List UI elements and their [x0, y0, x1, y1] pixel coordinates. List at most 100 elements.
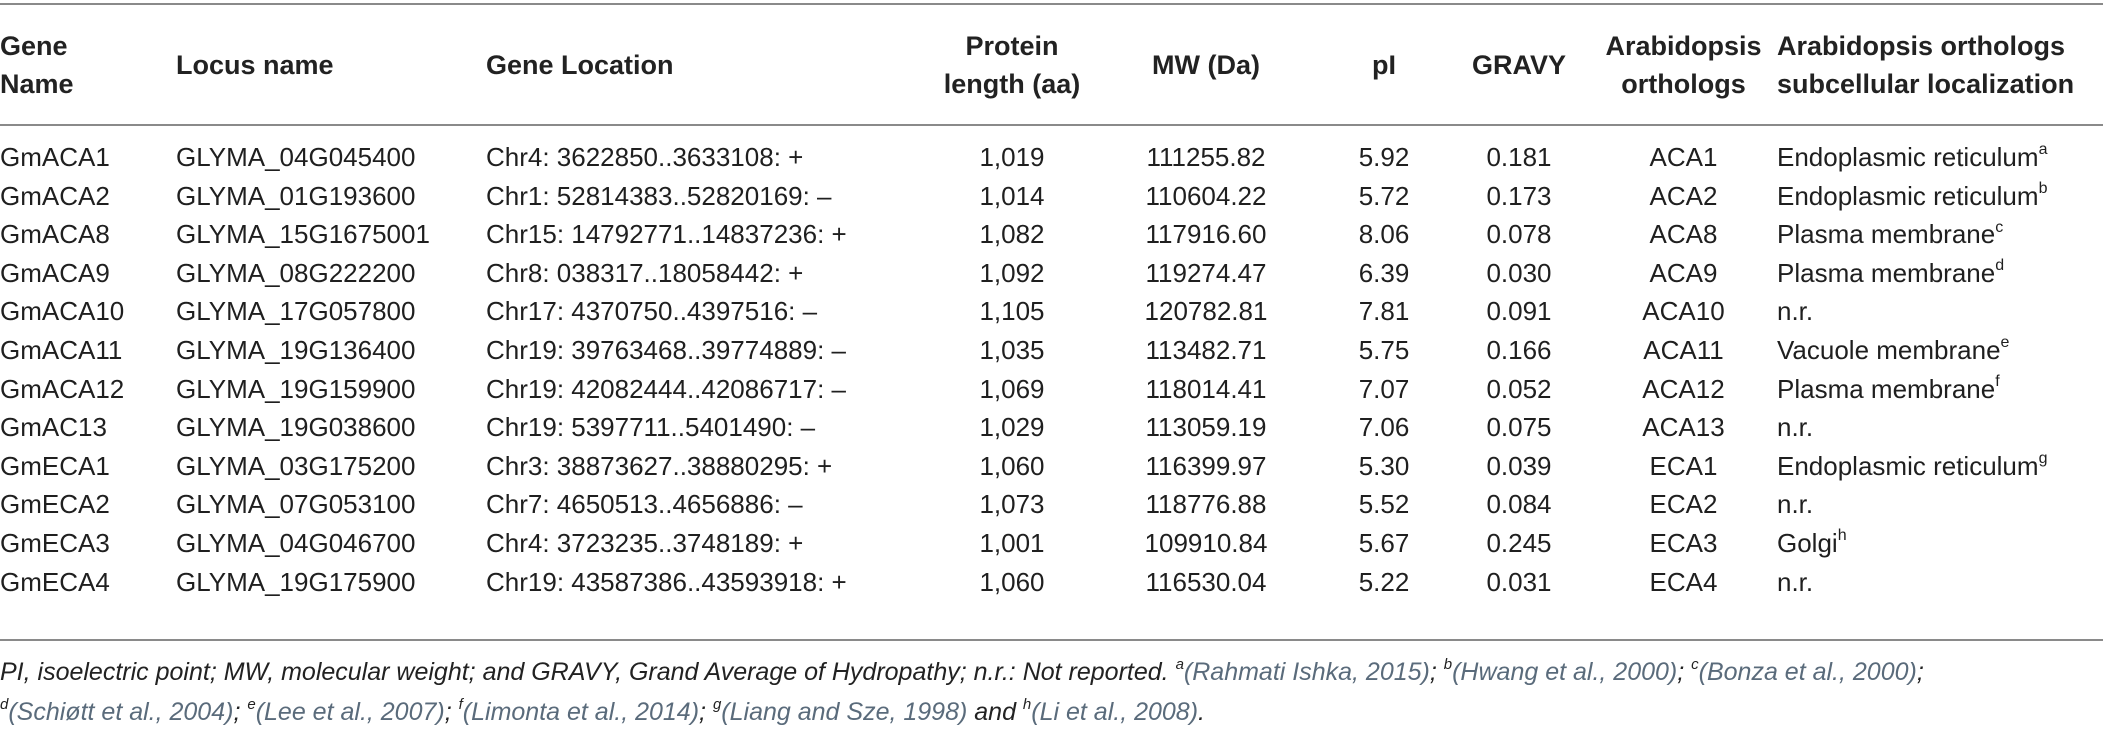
cell-pi: 5.92 — [1320, 124, 1448, 177]
cell-protein-length-text: 1,029 — [979, 412, 1045, 443]
header-gravy: GRAVY — [1448, 5, 1590, 124]
cell-gene-location-text: Chr4: 3622850..3633108: + — [486, 142, 804, 172]
header-line: MW (Da) — [1152, 49, 1260, 80]
cell-protein-length: 1,019 — [932, 124, 1092, 177]
cell-ortholog-text: ECA2 — [1649, 489, 1718, 520]
cell-protein-length-text: 1,014 — [979, 180, 1045, 211]
cell-mw: 109910.84 — [1092, 524, 1320, 563]
cell-gravy: 0.084 — [1448, 485, 1590, 524]
cell-protein-length: 1,060 — [932, 447, 1092, 486]
cell-gravy: 0.181 — [1448, 124, 1590, 177]
table-row: GmAC13 GLYMA_19G038600 Chr19: 5397711..540… — [0, 408, 2103, 447]
header-line: length (aa) — [943, 68, 1081, 99]
cell-locus-name: GLYMA_19G136400 — [176, 331, 486, 370]
cell-ortholog-text: ECA3 — [1649, 527, 1718, 558]
cell-pi: 5.67 — [1320, 524, 1448, 563]
table-row: GmECA3 GLYMA_04G046700 Chr4: 3723235..3748… — [0, 524, 2103, 563]
cell-gene-name: GmECA3 — [0, 524, 176, 563]
cell-gene-name: GmAC13 — [0, 408, 176, 447]
cell-pi: 7.81 — [1320, 292, 1448, 331]
header-line: pI — [1372, 49, 1396, 80]
cell-locus-name-text: GLYMA_04G046700 — [176, 527, 416, 558]
cell-mw: 120782.81 — [1092, 292, 1320, 331]
cell-localization: Vacuole membranee — [1777, 331, 2103, 370]
header-line: Locus name — [176, 49, 334, 80]
cell-gene-name: GmACA9 — [0, 254, 176, 293]
table-bottom-rule — [0, 639, 2103, 641]
cell-pi-text: 5.30 — [1358, 450, 1410, 481]
cell-gravy-text: 0.052 — [1486, 373, 1552, 404]
cell-localization: n.r. — [1777, 408, 2103, 447]
cell-localization-text: Endoplasmic reticulum — [1777, 180, 2039, 211]
cell-mw: 118014.41 — [1092, 370, 1320, 409]
cell-locus-name: GLYMA_19G175900 — [176, 563, 486, 602]
citation-link[interactable]: (Hwang et al., 2000) — [1452, 658, 1678, 686]
table-row: GmECA4 GLYMA_19G175900 Chr19: 43587386..43… — [0, 563, 2103, 602]
cell-protein-length-text: 1,019 — [979, 142, 1045, 172]
cell-mw-text: 119274.47 — [1145, 257, 1267, 288]
cell-localization-text: Plasma membrane — [1777, 257, 1996, 288]
citation-link[interactable]: (Liang and Sze, 1998) — [721, 698, 968, 726]
cell-gene-location-text: Chr17: 4370750..4397516: – — [486, 296, 818, 327]
cell-gene-location: Chr8: 038317..18058442: + — [486, 254, 932, 293]
citation-link[interactable]: (Schiøtt et al., 2004) — [8, 698, 234, 726]
footnote-separator: ; — [1916, 658, 1924, 686]
cell-gravy-text: 0.166 — [1486, 334, 1552, 365]
reference-superscript: d — [1995, 257, 2005, 275]
cell-gravy: 0.173 — [1448, 177, 1590, 216]
cell-gene-name: GmACA1 — [0, 124, 176, 177]
cell-ortholog: ECA3 — [1590, 524, 1777, 563]
cell-localization: Endoplasmic reticulumg — [1777, 447, 2103, 486]
cell-locus-name: GLYMA_04G045400 — [176, 124, 486, 177]
citation-link[interactable]: (Bonza et al., 2000) — [1698, 658, 1917, 686]
cell-gene-name: GmACA8 — [0, 215, 176, 254]
cell-ortholog: ECA4 — [1590, 563, 1777, 602]
cell-gene-name-text: GmECA3 — [0, 527, 110, 558]
citation-link[interactable]: (Li et al., 2008) — [1031, 698, 1199, 726]
cell-mw-text: 110604.22 — [1145, 180, 1267, 211]
cell-localization-text: Vacuole membrane — [1777, 334, 2001, 365]
cell-localization: Golgih — [1777, 524, 2103, 563]
cell-gene-location: Chr3: 38873627..38880295: + — [486, 447, 932, 486]
cell-mw: 116530.04 — [1092, 563, 1320, 602]
table-top-rule — [0, 3, 2103, 5]
header-line: subcellular localization — [1777, 68, 2075, 99]
table-row: GmECA1 GLYMA_03G175200 Chr3: 38873627..388… — [0, 447, 2103, 486]
cell-ortholog: ACA8 — [1590, 215, 1777, 254]
cell-gene-name: GmECA4 — [0, 563, 176, 602]
citation-link[interactable]: (Lee et al., 2007) — [255, 698, 445, 726]
cell-pi: 5.72 — [1320, 177, 1448, 216]
cell-mw-text: 118014.41 — [1145, 373, 1267, 404]
cell-gravy-text: 0.091 — [1486, 296, 1552, 327]
citation-link[interactable]: (Limonta et al., 2014) — [462, 698, 700, 726]
cell-gene-location: Chr1: 52814383..52820169: – — [486, 177, 932, 216]
cell-pi-text: 5.67 — [1358, 527, 1410, 558]
cell-mw-text: 109910.84 — [1144, 527, 1268, 558]
cell-gravy: 0.166 — [1448, 331, 1590, 370]
cell-locus-name: GLYMA_08G222200 — [176, 254, 486, 293]
header-gene-name: Gene Name — [0, 5, 176, 124]
cell-protein-length-text: 1,069 — [979, 373, 1045, 404]
table-footnote: PI, isoelectric point; MW, molecular wei… — [0, 652, 2103, 732]
header-orthologs: Arabidopsis orthologs — [1590, 5, 1777, 124]
cell-gene-name-text: GmACA1 — [0, 142, 110, 172]
header-line: orthologs — [1621, 68, 1746, 99]
header-gene-location: Gene Location — [486, 5, 932, 124]
cell-gravy: 0.075 — [1448, 408, 1590, 447]
header-protein-length: Protein length (aa) — [932, 5, 1092, 124]
cell-pi: 5.22 — [1320, 563, 1448, 602]
header-line: Arabidopsis — [1605, 30, 1762, 61]
citation-link[interactable]: (Rahmati Ishka, 2015) — [1183, 658, 1430, 686]
cell-locus-name-text: GLYMA_19G175900 — [176, 566, 416, 597]
cell-locus-name-text: GLYMA_07G053100 — [176, 489, 416, 520]
footnote-separator: ; — [699, 698, 713, 726]
cell-localization: n.r. — [1777, 485, 2103, 524]
footnote-abbreviations: PI, isoelectric point; MW, molecular wei… — [0, 658, 1176, 686]
cell-protein-length-text: 1,092 — [979, 257, 1045, 288]
cell-mw: 118776.88 — [1092, 485, 1320, 524]
cell-gravy-text: 0.030 — [1486, 257, 1552, 288]
cell-protein-length-text: 1,105 — [979, 296, 1045, 327]
cell-gene-name-text: GmACA9 — [0, 257, 110, 288]
cell-gene-name-text: GmACA10 — [0, 296, 125, 327]
footnote-superscript: f — [458, 695, 463, 713]
